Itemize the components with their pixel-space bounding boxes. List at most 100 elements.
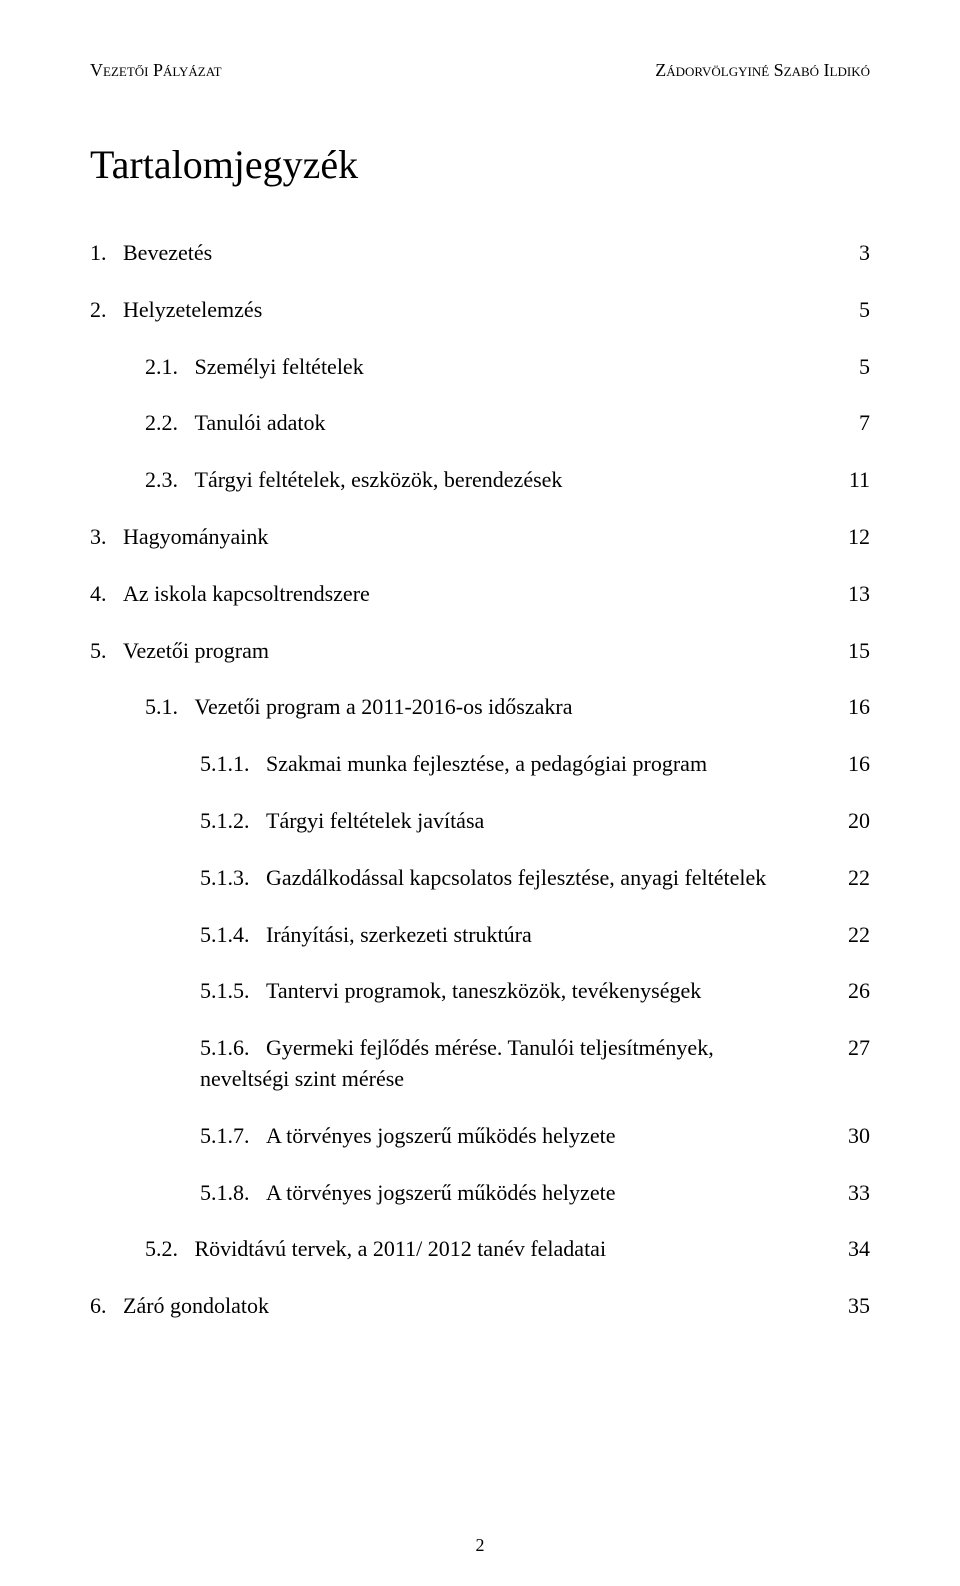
toc-page: 12 [830,522,870,553]
toc-label: 1. Bevezetés [90,238,830,269]
toc-text: Tárgyi feltételek, eszközök, berendezése… [195,467,563,492]
toc-number: 5.1.5. [200,978,250,1003]
toc-page: 16 [830,749,870,780]
header-left: Vezetői Pályázat [90,60,222,81]
page-title: Tartalomjegyzék [90,141,870,188]
toc-label: 5.2. Rövidtávú tervek, a 2011/ 2012 tané… [145,1234,830,1265]
toc-row: 2.3. Tárgyi feltételek, eszközök, berend… [90,465,870,496]
page-number: 2 [476,1535,485,1555]
toc-number: 5.1.1. [200,751,250,776]
toc-page: 27 [830,1033,870,1095]
toc-label: 5.1.5. Tantervi programok, taneszközök, … [200,976,830,1007]
toc-text: Vezetői program [123,638,269,663]
page-header: Vezetői Pályázat Zádorvölgyiné Szabó Ild… [90,60,870,81]
toc-row: 5.1.4. Irányítási, szerkezeti struktúra2… [90,920,870,951]
toc-label: 5.1.2. Tárgyi feltételek javítása [200,806,830,837]
toc-number: 5.1.8. [200,1180,250,1205]
toc-row: 5.1.1. Szakmai munka fejlesztése, a peda… [90,749,870,780]
toc-row: 5.1.7. A törvényes jogszerű működés hely… [90,1121,870,1152]
toc-label: 5.1.3. Gazdálkodással kapcsolatos fejles… [200,863,830,894]
toc-page: 33 [830,1178,870,1209]
toc-text: Gyermeki fejlődés mérése. Tanulói teljes… [266,1035,714,1060]
toc-text: Záró gondolatok [123,1293,269,1318]
toc-row: 4. Az iskola kapcsoltrendszere13 [90,579,870,610]
toc-text: Szakmai munka fejlesztése, a pedagógiai … [266,751,707,776]
toc-label: 2.1. Személyi feltételek [145,352,830,383]
toc-number: 3. [90,524,107,549]
toc-row: 5.1.5. Tantervi programok, taneszközök, … [90,976,870,1007]
toc-label: 2.3. Tárgyi feltételek, eszközök, berend… [145,465,830,496]
toc-number: 5.1.7. [200,1123,250,1148]
toc-label: 5. Vezetői program [90,636,830,667]
toc-number: 5.1. [145,694,178,719]
toc-page: 20 [830,806,870,837]
toc-text: Bevezetés [123,240,212,265]
toc-text: Helyzetelemzés [123,297,262,322]
toc-page: 16 [830,692,870,723]
toc-label: 5.1.8. A törvényes jogszerű működés hely… [200,1178,830,1209]
toc-label: 5.1.7. A törvényes jogszerű működés hely… [200,1121,830,1152]
toc-row: 5.1. Vezetői program a 2011-2016-os idős… [90,692,870,723]
toc-text: A törvényes jogszerű működés helyzete [266,1123,615,1148]
toc-row: 2. Helyzetelemzés5 [90,295,870,326]
toc-row: 2.2. Tanulói adatok7 [90,408,870,439]
toc-row: 5. Vezetői program15 [90,636,870,667]
toc-text: Gazdálkodással kapcsolatos fejlesztése, … [266,865,766,890]
toc-page: 30 [830,1121,870,1152]
document-page: Vezetői Pályázat Zádorvölgyiné Szabó Ild… [0,0,960,1586]
toc-number: 5.1.6. [200,1035,250,1060]
toc-label: 2. Helyzetelemzés [90,295,830,326]
toc-label: 5.1.6. Gyermeki fejlődés mérése. Tanulói… [200,1033,830,1095]
toc-page: 22 [830,920,870,951]
toc-page: 7 [830,408,870,439]
toc-text: A törvényes jogszerű működés helyzete [266,1180,615,1205]
toc-page: 5 [830,295,870,326]
toc-row: 3. Hagyományaink12 [90,522,870,553]
toc-row: 5.1.3. Gazdálkodással kapcsolatos fejles… [90,863,870,894]
toc-label: 6. Záró gondolatok [90,1291,830,1322]
toc-number: 6. [90,1293,107,1318]
page-footer: 2 [0,1535,960,1556]
header-right: Zádorvölgyiné Szabó Ildikó [655,60,870,81]
toc-label: 4. Az iskola kapcsoltrendszere [90,579,830,610]
toc-number: 2.1. [145,354,178,379]
table-of-contents: 1. Bevezetés32. Helyzetelemzés52.1. Szem… [90,238,870,1322]
toc-text-continuation: neveltségi szint mérése [200,1064,810,1095]
toc-text: Hagyományaink [123,524,268,549]
toc-label: 2.2. Tanulói adatok [145,408,830,439]
toc-row: 2.1. Személyi feltételek5 [90,352,870,383]
toc-number: 5.1.3. [200,865,250,890]
toc-text: Tárgyi feltételek javítása [266,808,484,833]
toc-page: 11 [830,465,870,496]
toc-number: 1. [90,240,107,265]
toc-label: 5.1.4. Irányítási, szerkezeti struktúra [200,920,830,951]
toc-number: 5.1.4. [200,922,250,947]
toc-page: 3 [830,238,870,269]
toc-row: 5.1.6. Gyermeki fejlődés mérése. Tanulói… [90,1033,870,1095]
toc-page: 34 [830,1234,870,1265]
toc-text: Személyi feltételek [195,354,364,379]
toc-page: 15 [830,636,870,667]
toc-text: Vezetői program a 2011-2016-os időszakra [195,694,573,719]
toc-text: Tantervi programok, taneszközök, tevéken… [266,978,701,1003]
toc-number: 2. [90,297,107,322]
toc-text: Az iskola kapcsoltrendszere [123,581,370,606]
toc-label: 3. Hagyományaink [90,522,830,553]
toc-text: Rövidtávú tervek, a 2011/ 2012 tanév fel… [195,1236,607,1261]
toc-row: 6. Záró gondolatok35 [90,1291,870,1322]
toc-number: 4. [90,581,107,606]
toc-row: 5.2. Rövidtávú tervek, a 2011/ 2012 tané… [90,1234,870,1265]
toc-row: 1. Bevezetés3 [90,238,870,269]
toc-page: 26 [830,976,870,1007]
toc-number: 2.2. [145,410,178,435]
toc-number: 2.3. [145,467,178,492]
toc-text: Tanulói adatok [195,410,326,435]
toc-number: 5. [90,638,107,663]
toc-page: 5 [830,352,870,383]
toc-page: 13 [830,579,870,610]
toc-row: 5.1.8. A törvényes jogszerű működés hely… [90,1178,870,1209]
toc-number: 5.1.2. [200,808,250,833]
toc-label: 5.1. Vezetői program a 2011-2016-os idős… [145,692,830,723]
toc-page: 22 [830,863,870,894]
toc-label: 5.1.1. Szakmai munka fejlesztése, a peda… [200,749,830,780]
